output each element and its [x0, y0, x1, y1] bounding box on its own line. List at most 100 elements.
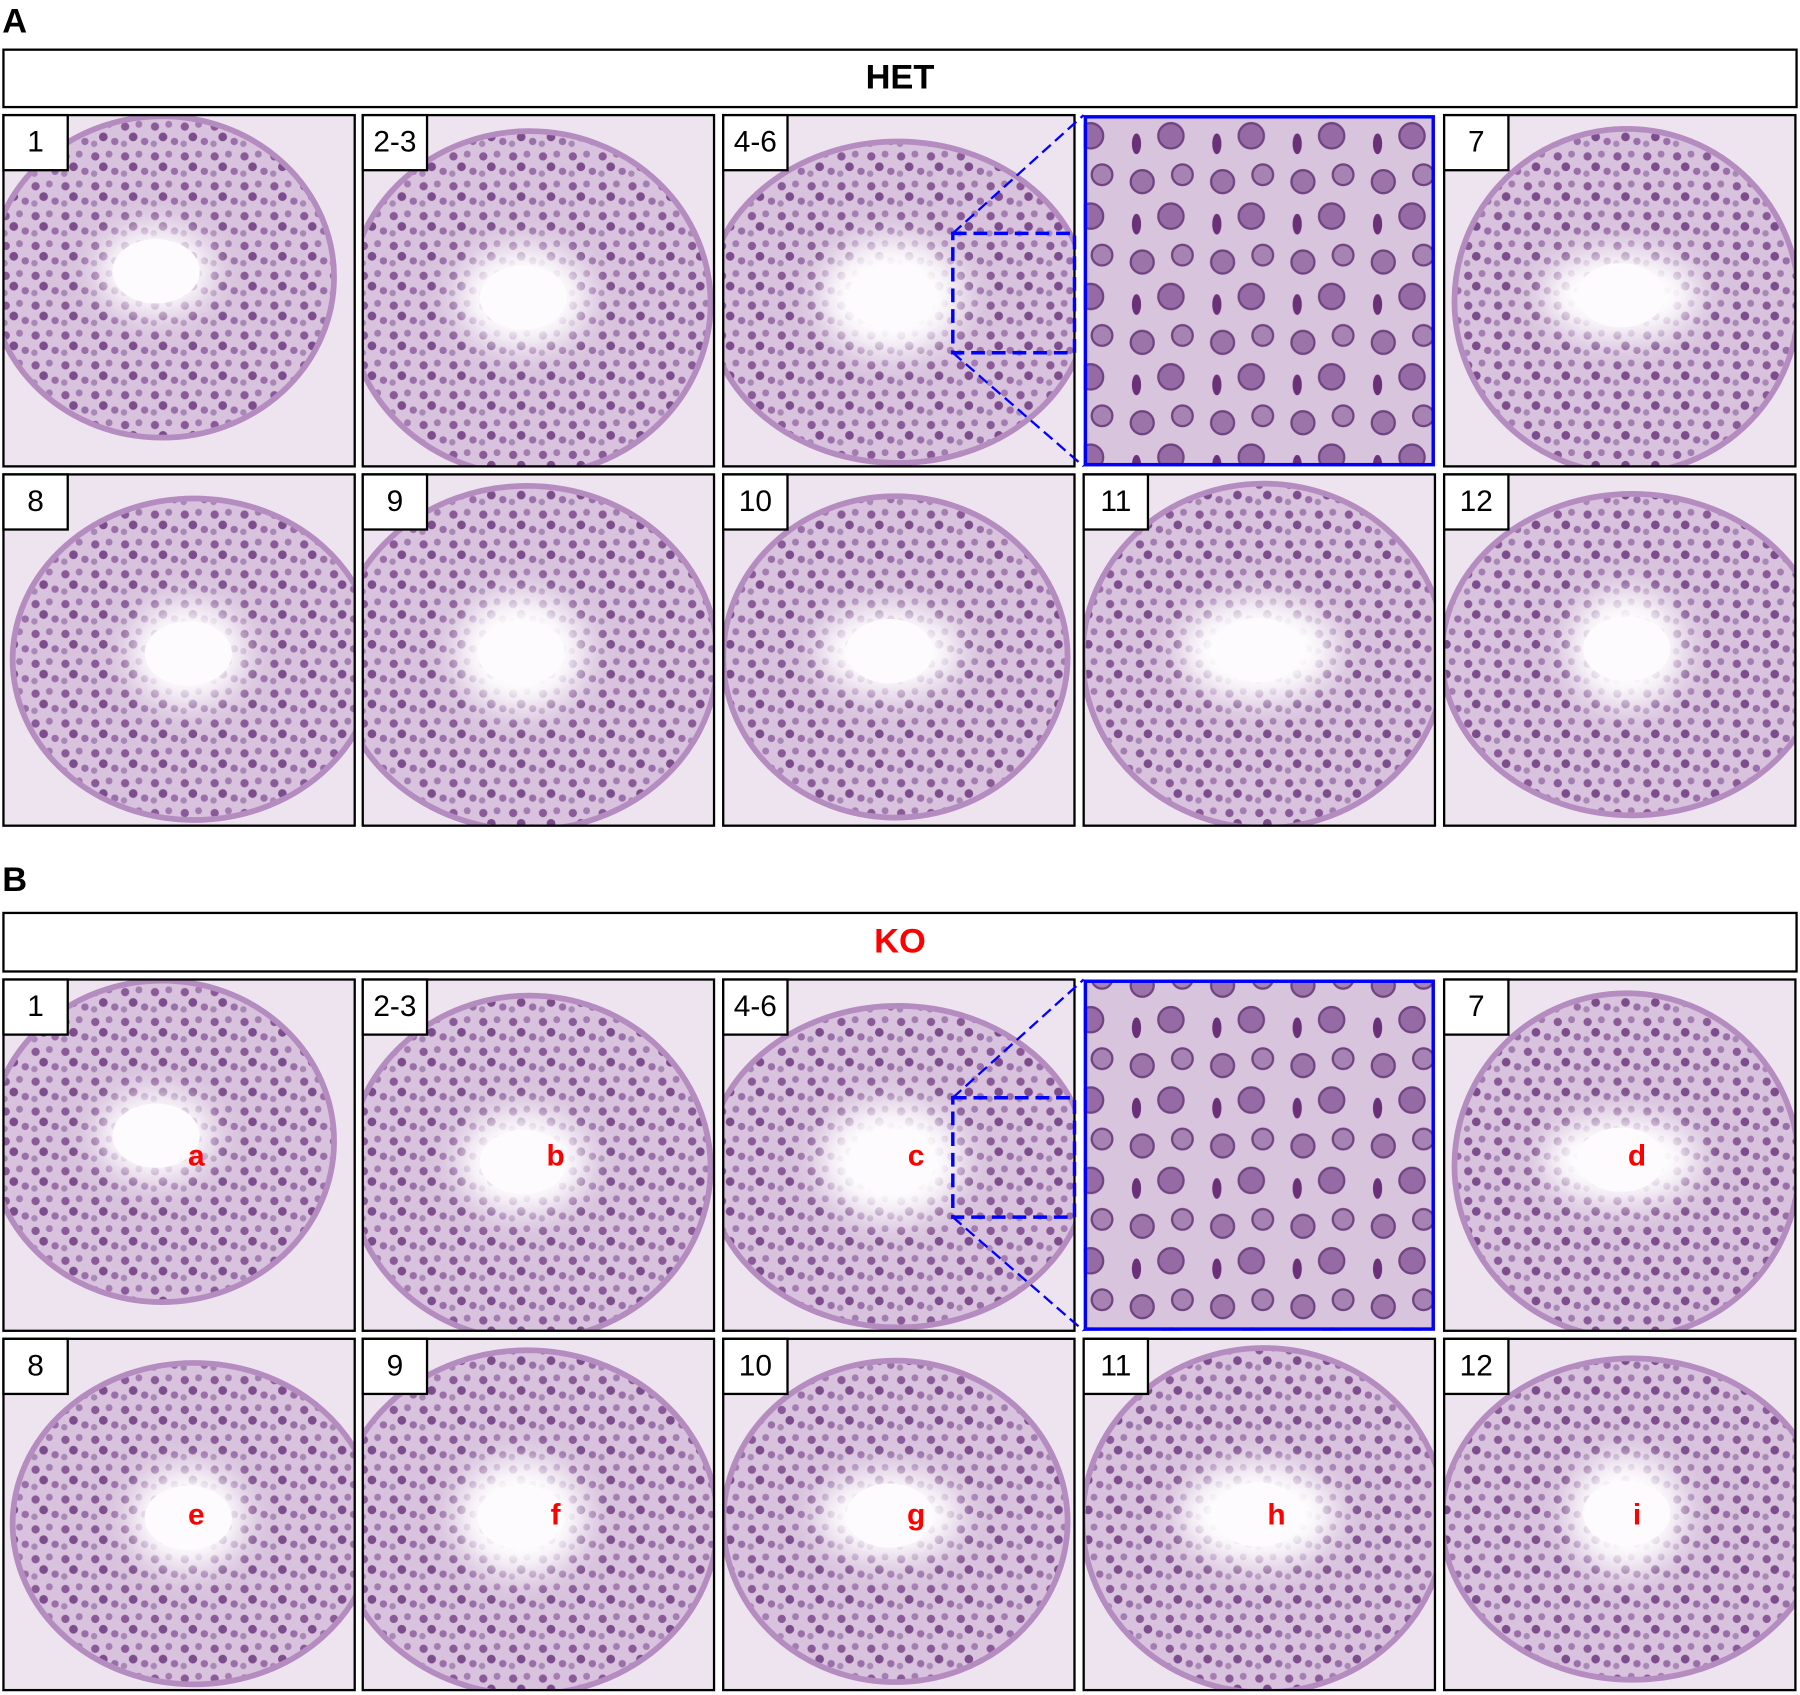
tile-border: [722, 1337, 1076, 1692]
lumen-core: [479, 1129, 568, 1195]
tile-border: [2, 113, 356, 468]
tile-image: [1444, 1338, 1796, 1691]
tubule-marker: d: [1628, 1139, 1646, 1172]
micrograph-tile: 8: [2, 473, 356, 827]
tubule-marker: a: [188, 1139, 205, 1172]
stage-label-box: [1442, 1337, 1510, 1396]
lumen-core: [1583, 1481, 1671, 1546]
stage-label-box: [722, 978, 789, 1036]
micrograph-tile: 10: [722, 473, 1076, 827]
tile-image: [1444, 115, 1796, 467]
lumen-core: [477, 620, 565, 685]
tile-image: [3, 474, 355, 826]
micrograph-tile: 1a: [2, 978, 356, 1332]
tile-border: [2, 1337, 356, 1692]
tile-image: [1444, 474, 1796, 826]
tile-border: [722, 473, 1076, 827]
panel-header: [2, 48, 1798, 109]
stage-label-box: [1082, 1337, 1150, 1396]
lumen-core: [1577, 1127, 1665, 1192]
tile-border: [1082, 473, 1437, 827]
lumen-core: [112, 239, 200, 304]
inset-border: [1083, 979, 1435, 1331]
tubule-marker: i: [1633, 1499, 1641, 1532]
tile-border: [361, 113, 716, 468]
lumen-core: [848, 1128, 936, 1194]
stage-label-box: [2, 113, 69, 172]
stage-label: 8: [27, 1349, 44, 1382]
tile-image: [723, 474, 1075, 826]
stage-label: 1: [27, 126, 44, 159]
tubule-marker: f: [551, 1499, 561, 1532]
stage-label: 12: [1460, 485, 1493, 518]
stage-label: 7: [1468, 990, 1485, 1023]
lumen-core: [112, 1103, 200, 1168]
tile-image: [362, 1338, 715, 1691]
tubule-marker: b: [546, 1139, 564, 1172]
lumen-core: [477, 1484, 565, 1549]
micrograph-tile: 9f: [361, 1337, 716, 1692]
panel-title: HET: [866, 59, 935, 97]
stage-label: 7: [1468, 126, 1485, 159]
lumen-core: [846, 619, 934, 684]
stage-label-box: [361, 113, 429, 172]
stage-label-box: [361, 1337, 429, 1396]
stage-label-box: [722, 1337, 789, 1396]
zoom-connector: [952, 351, 1085, 468]
tile-image: [362, 979, 715, 1331]
tile-border: [722, 113, 1076, 468]
zoom-region: [951, 231, 1077, 355]
tile-border: [361, 473, 716, 827]
stage-label-box: [2, 473, 69, 531]
micrograph-tile: 4-6 c: [722, 978, 1076, 1332]
lumen-core: [1583, 616, 1671, 682]
stage-label-box: [722, 113, 789, 172]
stage-label: 8: [27, 485, 44, 518]
micrograph-tile: 8e: [2, 1337, 356, 1692]
lumen-core: [1577, 263, 1665, 328]
tile-image: [1083, 1338, 1435, 1691]
stage-label: 2-3: [373, 126, 416, 159]
zoom-connector: [952, 1216, 1085, 1332]
tile-image: [3, 979, 355, 1331]
micrograph-tile: 12 i: [1442, 1337, 1797, 1692]
tile-border: [1442, 978, 1797, 1332]
micrograph-tile: 2-3 b: [361, 978, 716, 1332]
panel-header: [2, 911, 1798, 973]
tile-image: [362, 115, 715, 467]
stage-label-box: [1442, 978, 1510, 1036]
lumen-core: [144, 1485, 232, 1551]
tile-border: [1082, 1337, 1437, 1692]
tile-image: [1444, 979, 1796, 1331]
micrograph-tile: 7: [1442, 113, 1797, 468]
stage-label: 12: [1460, 1349, 1493, 1382]
zoom-connector: [952, 114, 1085, 235]
stage-label: 10: [739, 1349, 772, 1382]
inset-border: [1083, 115, 1435, 467]
zoom-connector: [952, 978, 1085, 1099]
lumen-core: [1214, 617, 1302, 683]
tile-border: [2, 978, 356, 1332]
tile-image: [3, 115, 355, 467]
tile-image: [723, 979, 1075, 1331]
stage-label: 4-6: [734, 126, 777, 159]
tubule-marker: c: [908, 1139, 925, 1172]
panel-label: B: [2, 861, 27, 899]
panel-title: KO: [874, 922, 926, 960]
tile-border: [2, 473, 356, 827]
zoom-region: [951, 1096, 1077, 1219]
lumen-core: [846, 1483, 934, 1548]
tile-border: [361, 1337, 716, 1692]
stage-label: 9: [387, 485, 404, 518]
stage-label: 10: [739, 485, 772, 518]
inset-image: [1083, 979, 1435, 1331]
tile-border: [1442, 473, 1797, 827]
micrograph-tile: 10 g: [722, 1337, 1076, 1692]
stage-label: 9: [387, 1349, 404, 1382]
stage-label: 4-6: [734, 990, 777, 1023]
stage-label: 11: [1100, 1349, 1131, 1382]
micrograph-tile: 4-6: [722, 113, 1076, 468]
micrograph-tile: 1: [2, 113, 356, 468]
